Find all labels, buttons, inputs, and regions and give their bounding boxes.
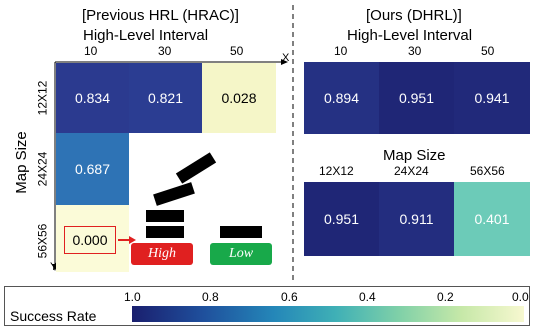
hrac-cell-12-50: 0.028 xyxy=(202,63,276,133)
hrac-cell-56-10-value: 0.000 xyxy=(64,226,116,254)
left-panel-title: [Previous HRL (HRAC)] xyxy=(82,7,239,24)
dhrl-interval-10: 0.894 xyxy=(304,62,379,134)
right-map-tick-24: 24X24 xyxy=(394,164,429,178)
colorbar-label: Success Rate xyxy=(10,308,97,324)
right-col-axis-label: High-Level Interval xyxy=(347,27,473,44)
left-col-axis-label: High-Level Interval xyxy=(83,27,209,44)
left-col-tick-50: 50 xyxy=(230,44,244,58)
legend-low: Low xyxy=(210,243,272,265)
right-col-tick-30: 30 xyxy=(408,44,422,58)
hrac-cell-56-10 xyxy=(56,205,129,272)
colorbar-tick: 0.6 xyxy=(281,290,298,304)
dhrl-map-12: 0.951 xyxy=(304,182,379,256)
left-col-tick-10: 10 xyxy=(84,44,98,58)
legend-high-label: High xyxy=(148,246,176,261)
right-panel-title: [Ours (DHRL)] xyxy=(366,7,462,24)
dhrl-interval-50: 0.941 xyxy=(454,62,530,134)
legend-high: High xyxy=(131,243,193,265)
x-axis-letter: X xyxy=(282,52,290,64)
colorbar-tick: 0.0 xyxy=(512,290,529,304)
right-map-tick-56: 56X56 xyxy=(470,164,505,178)
block-illustration xyxy=(118,152,262,244)
colorbar-tick: 1.0 xyxy=(124,290,141,304)
hrac-cell-12-10: 0.834 xyxy=(56,63,129,133)
right-map-tick-12: 12X12 xyxy=(319,164,354,178)
hrac-cell-24-10: 0.687 xyxy=(56,133,129,205)
colorbar-frame xyxy=(4,286,530,326)
right-col-tick-10: 10 xyxy=(334,44,348,58)
dhrl-map-56: 0.401 xyxy=(454,182,530,256)
legend-low-label: Low xyxy=(228,246,254,261)
colorbar xyxy=(132,306,524,322)
left-col-tick-30: 30 xyxy=(158,44,172,58)
hrac-cell-12-30: 0.821 xyxy=(129,63,202,133)
right-map-size-label: Map Size xyxy=(383,147,446,164)
dhrl-interval-30: 0.951 xyxy=(379,62,454,134)
colorbar-tick: 0.4 xyxy=(359,290,376,304)
colorbar-tick: 0.8 xyxy=(202,290,219,304)
right-col-tick-50: 50 xyxy=(481,44,495,58)
colorbar-tick: 0.2 xyxy=(437,290,454,304)
dhrl-map-24: 0.911 xyxy=(379,182,454,256)
